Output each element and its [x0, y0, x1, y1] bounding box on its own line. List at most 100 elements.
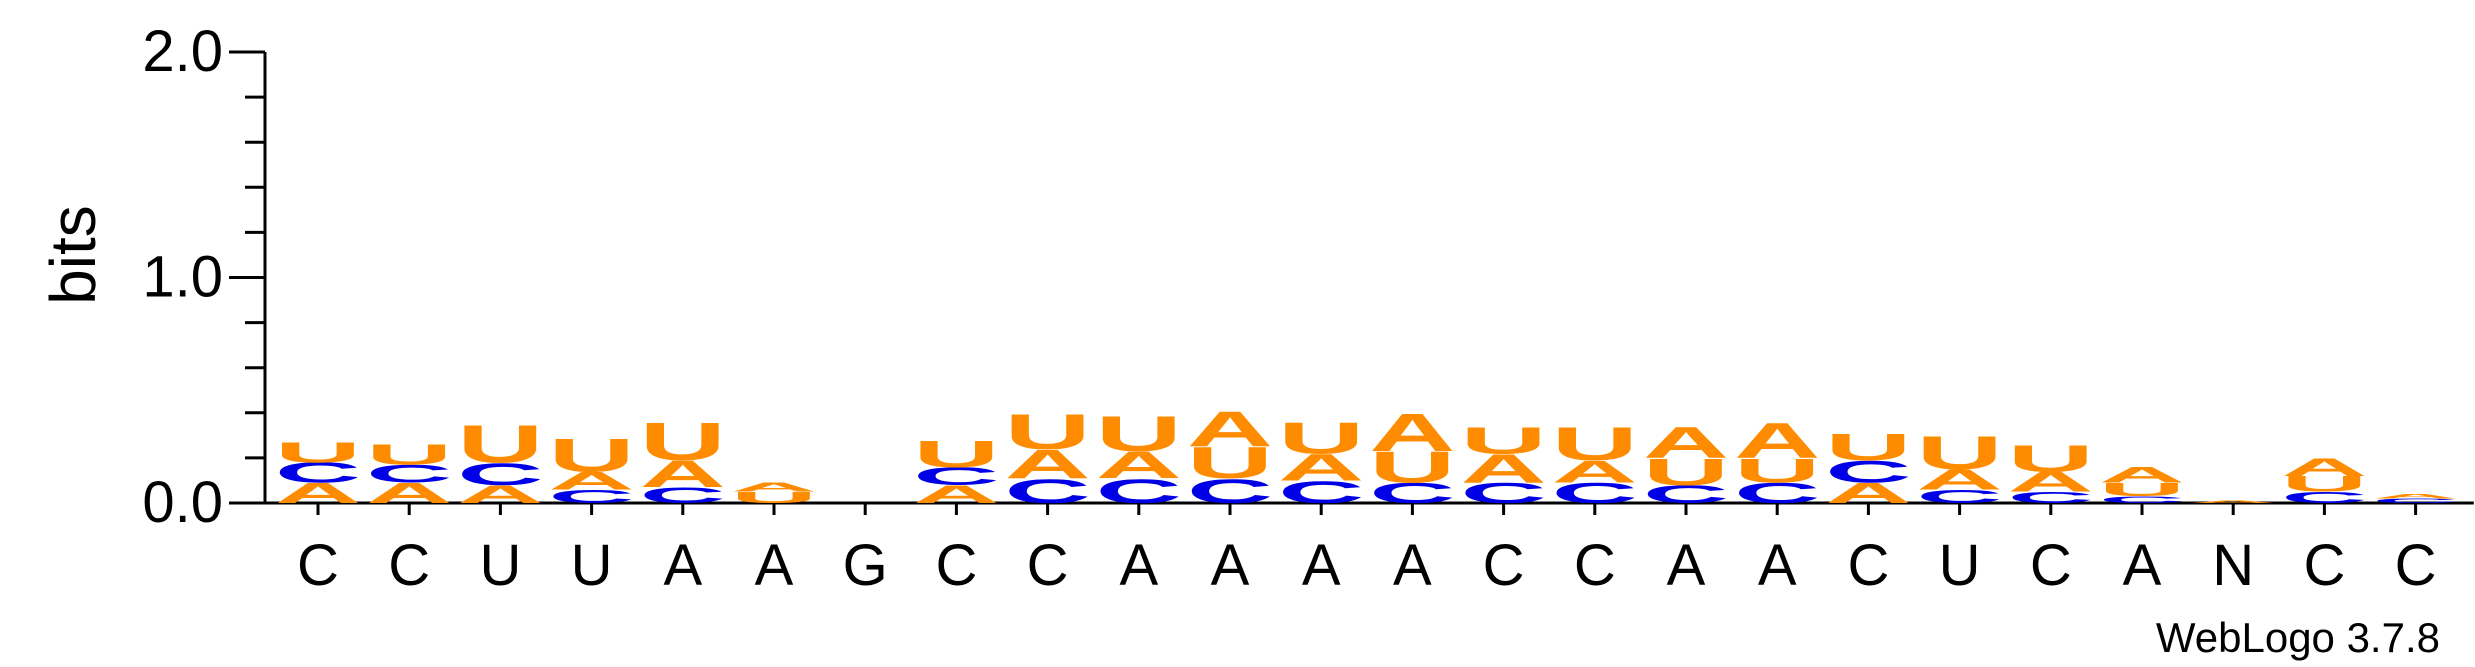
logo-letter-U: U — [640, 412, 726, 472]
x-tick-label: U — [1939, 533, 1981, 598]
logo-letter-U: U — [548, 429, 634, 482]
logo-letter-A: A — [1369, 403, 1455, 463]
svg-text:A: A — [2008, 466, 2094, 498]
logo-letter-U: U — [1096, 406, 1182, 462]
x-tick-label: C — [2395, 533, 2437, 598]
svg-text:A: A — [1187, 402, 1273, 458]
logo-letter-C: C — [2372, 497, 2458, 504]
svg-text:U: U — [1278, 414, 1364, 463]
logo-letter-C: C — [366, 460, 452, 488]
x-tick-label: A — [755, 533, 794, 598]
logo-letter-A: A — [2099, 463, 2185, 488]
x-tick-label: A — [1211, 533, 1250, 598]
x-tick-label: C — [1574, 533, 1616, 598]
y-tick-label: 1.0 — [142, 245, 223, 310]
svg-text:A: A — [731, 480, 817, 494]
logo-letter-U: U — [1643, 451, 1729, 493]
x-tick-label: A — [1302, 533, 1341, 598]
x-tick-label: A — [663, 533, 702, 598]
x-tick-label: N — [2212, 533, 2254, 598]
x-tick-label: U — [571, 533, 613, 598]
logo-letter-A: A — [731, 480, 817, 494]
logo-letter-A: A — [1552, 454, 1638, 489]
logo-letter-U: U — [731, 489, 817, 507]
y-axis-label: bits — [37, 205, 109, 305]
svg-text:A: A — [1369, 403, 1455, 463]
logo-letter-A: A — [2008, 466, 2094, 498]
svg-text:C: C — [1916, 486, 2002, 507]
svg-text:U: U — [548, 429, 634, 482]
svg-text:A: A — [1552, 454, 1638, 489]
svg-text:U: U — [1825, 426, 1911, 468]
x-tick-label: C — [1847, 533, 1889, 598]
logo-letter-A: A — [1916, 464, 2002, 496]
y-tick-label: 2.0 — [142, 19, 223, 84]
logo-letter-U: U — [2281, 472, 2367, 497]
logo-letter-A: A — [1004, 441, 1090, 487]
x-tick-label: A — [1758, 533, 1797, 598]
y-tick-label: 0.0 — [142, 470, 223, 535]
svg-text:A: A — [1643, 418, 1729, 467]
svg-text:U: U — [1552, 418, 1638, 471]
logo-letter-A: A — [548, 467, 634, 495]
logo-letter-A: A — [1278, 446, 1364, 488]
logo-letter-A: A — [2281, 453, 2367, 481]
logo-letter-U: U — [1004, 404, 1090, 460]
x-tick-label: C — [2030, 533, 2072, 598]
x-tick-label: C — [297, 533, 339, 598]
svg-text:C: C — [2281, 489, 2367, 507]
logo-letter-C: C — [457, 456, 543, 491]
weblogo-watermark: WebLogo 3.7.8 — [2156, 614, 2440, 661]
logo-letter-U: U — [1734, 451, 1820, 490]
svg-text:A: A — [1916, 464, 2002, 496]
x-tick-label: A — [2123, 533, 2162, 598]
logo-letter-U: U — [1187, 439, 1273, 488]
svg-text:A: A — [1004, 441, 1090, 487]
logo-letter-A: A — [1734, 413, 1820, 469]
svg-text:A: A — [2099, 463, 2185, 488]
svg-text:U: U — [1460, 419, 1546, 461]
logo-letter-U: U — [1916, 427, 2002, 480]
svg-text:U: U — [1004, 404, 1090, 460]
svg-text:C: C — [2099, 494, 2185, 505]
logo-letter-C: C — [548, 486, 634, 507]
logo-letter-U: U — [1369, 443, 1455, 492]
logo-letter-A: A — [1096, 444, 1182, 486]
logo-letter-U: U — [457, 414, 543, 474]
logo-letter-U: U — [2099, 479, 2185, 500]
svg-text:C: C — [2372, 497, 2458, 504]
svg-text:A: A — [1734, 413, 1820, 469]
svg-text:C: C — [366, 460, 452, 488]
svg-text:C: C — [913, 462, 999, 490]
svg-text:U: U — [1916, 427, 2002, 480]
logo-letter-C: C — [2008, 489, 2094, 507]
svg-text:A: A — [1460, 446, 1546, 492]
logo-letter-U: U — [1278, 414, 1364, 463]
x-tick-label: C — [2303, 533, 2345, 598]
x-tick-label: G — [843, 533, 888, 598]
svg-text:U: U — [1643, 451, 1729, 493]
svg-text:A: A — [548, 467, 634, 495]
svg-text:A: A — [2190, 500, 2276, 504]
svg-text:U: U — [275, 437, 361, 469]
svg-text:C: C — [275, 457, 361, 489]
logo-letter-U: U — [913, 433, 999, 475]
x-tick-label: C — [388, 533, 430, 598]
logo-letter-C: C — [1825, 454, 1911, 489]
svg-text:U: U — [1369, 443, 1455, 492]
logo-letter-C: C — [275, 457, 361, 489]
svg-text:A: A — [2372, 493, 2458, 500]
svg-text:C: C — [1825, 454, 1911, 489]
logo-letter-U: U — [1825, 426, 1911, 468]
x-tick-label: A — [1667, 533, 1706, 598]
logo-letter-A: A — [1460, 446, 1546, 492]
logo-letter-A: A — [2190, 500, 2276, 504]
logo-letter-C: C — [2099, 494, 2185, 505]
logo-letter-A: A — [640, 453, 726, 495]
svg-text:A: A — [640, 453, 726, 495]
svg-text:C: C — [457, 456, 543, 491]
svg-text:U: U — [1734, 451, 1820, 490]
logo-letter-A: A — [2372, 493, 2458, 500]
